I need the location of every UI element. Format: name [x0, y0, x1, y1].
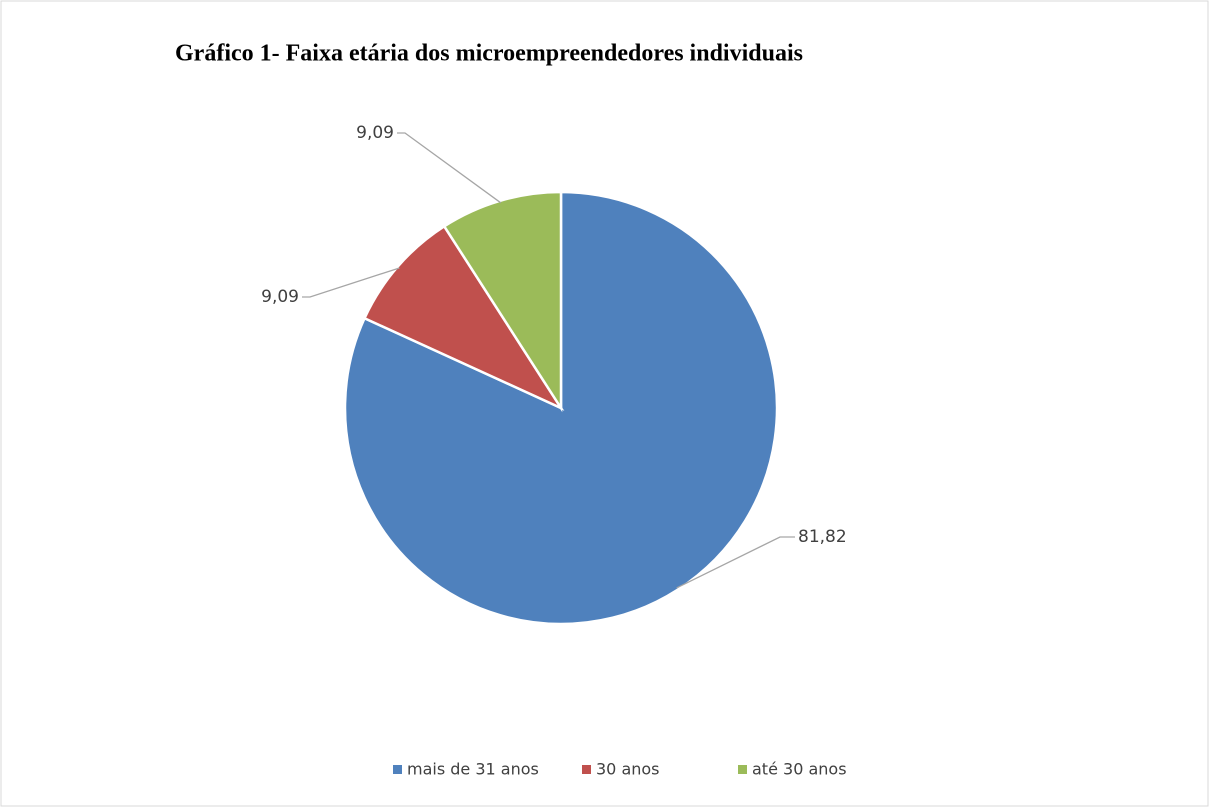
chart-title: Gráfico 1- Faixa etária dos microempreen… — [175, 41, 803, 67]
leader-line — [302, 267, 400, 298]
pie-slice — [442, 190, 563, 413]
data-label: 9,09 — [261, 287, 299, 307]
legend-label: até 30 anos — [752, 760, 847, 779]
legend-swatch — [582, 765, 591, 774]
leader-line — [397, 132, 502, 204]
legend-label: mais de 31 anos — [407, 760, 539, 779]
data-label: 9,09 — [356, 123, 394, 143]
data-label: 81,82 — [798, 527, 847, 547]
leader-line — [676, 536, 795, 589]
pie-slice — [362, 224, 565, 411]
legend-label: 30 anos — [596, 760, 660, 779]
legend-swatch — [393, 765, 402, 774]
legend-swatch — [738, 765, 747, 774]
